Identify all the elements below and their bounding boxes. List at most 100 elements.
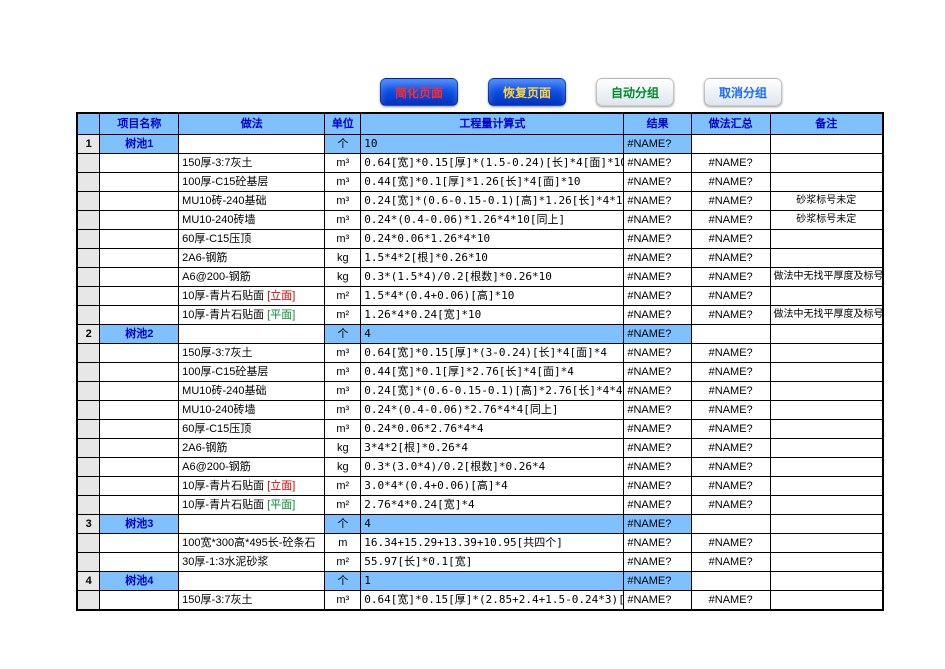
rownum-cell[interactable] (78, 553, 100, 572)
name-cell[interactable] (100, 173, 179, 192)
table-row[interactable]: 30厚-1:3水泥砂浆m²55.97[长]*0.1[宽]#NAME?#NAME? (78, 553, 883, 572)
note-cell[interactable] (770, 325, 882, 344)
name-cell[interactable] (100, 192, 179, 211)
formula-cell[interactable]: 0.24[宽]*(0.6-0.15-0.1)[高]*2.76[长]*4*4[个] (361, 382, 624, 401)
unit-cell[interactable]: kg (325, 439, 361, 458)
summary-cell[interactable]: #NAME? (691, 496, 770, 515)
unit-cell[interactable]: m³ (325, 382, 361, 401)
formula-cell[interactable]: 0.3*(3.0*4)/0.2[根数]*0.26*4 (361, 458, 624, 477)
restore-page-button[interactable]: 恢复页面 (488, 78, 566, 106)
result-cell[interactable]: #NAME? (624, 192, 691, 211)
unit-cell[interactable]: m² (325, 306, 361, 325)
table-row[interactable]: A6@200-钢筋kg0.3*(3.0*4)/0.2[根数]*0.26*4#NA… (78, 458, 883, 477)
unit-cell[interactable]: m³ (325, 211, 361, 230)
method-cell[interactable]: 150厚-3:7灰土 (179, 154, 325, 173)
name-cell[interactable] (100, 458, 179, 477)
summary-cell[interactable]: #NAME? (691, 249, 770, 268)
result-cell[interactable]: #NAME? (624, 325, 691, 344)
method-cell[interactable]: 2A6-钢筋 (179, 439, 325, 458)
method-cell[interactable]: MU10砖-240基础 (179, 192, 325, 211)
rownum-cell[interactable] (78, 306, 100, 325)
summary-cell[interactable]: #NAME? (691, 287, 770, 306)
note-cell[interactable]: 砂浆标号未定 (770, 192, 882, 211)
formula-cell[interactable]: 0.24*0.06*2.76*4*4 (361, 420, 624, 439)
name-cell[interactable]: 树池1 (100, 135, 179, 154)
result-cell[interactable]: #NAME? (624, 135, 691, 154)
method-cell[interactable]: A6@200-钢筋 (179, 458, 325, 477)
name-cell[interactable] (100, 553, 179, 572)
result-cell[interactable]: #NAME? (624, 363, 691, 382)
name-cell[interactable]: 树池3 (100, 515, 179, 534)
method-cell[interactable]: 150厚-3:7灰土 (179, 591, 325, 610)
method-cell[interactable]: A6@200-钢筋 (179, 268, 325, 287)
method-cell[interactable]: 10厚-青片石贴面 [立面] (179, 477, 325, 496)
note-cell[interactable] (770, 230, 882, 249)
unit-cell[interactable]: m³ (325, 420, 361, 439)
result-cell[interactable]: #NAME? (624, 420, 691, 439)
table-row[interactable]: 150厚-3:7灰土m³0.64[宽]*0.15[厚]*(3-0.24)[长]*… (78, 344, 883, 363)
summary-cell[interactable]: #NAME? (691, 477, 770, 496)
table-row[interactable]: 10厚-青片石贴面 [立面]m²1.5*4*(0.4+0.06)[高]*10#N… (78, 287, 883, 306)
table-row[interactable]: A6@200-钢筋kg0.3*(1.5*4)/0.2[根数]*0.26*10#N… (78, 268, 883, 287)
summary-cell[interactable]: #NAME? (691, 382, 770, 401)
rownum-cell[interactable] (78, 477, 100, 496)
note-cell[interactable] (770, 154, 882, 173)
unit-cell[interactable]: m³ (325, 591, 361, 610)
unit-cell[interactable]: m² (325, 477, 361, 496)
result-cell[interactable]: #NAME? (624, 401, 691, 420)
note-cell[interactable] (770, 344, 882, 363)
note-cell[interactable] (770, 591, 882, 610)
name-cell[interactable] (100, 287, 179, 306)
summary-cell[interactable] (691, 135, 770, 154)
name-cell[interactable] (100, 249, 179, 268)
name-cell[interactable] (100, 344, 179, 363)
unit-cell[interactable]: m³ (325, 154, 361, 173)
note-cell[interactable] (770, 439, 882, 458)
note-cell[interactable] (770, 382, 882, 401)
result-cell[interactable]: #NAME? (624, 154, 691, 173)
table-row[interactable]: 150厚-3:7灰土m³0.64[宽]*0.15[厚]*(1.5-0.24)[长… (78, 154, 883, 173)
summary-cell[interactable]: #NAME? (691, 192, 770, 211)
unit-cell[interactable]: m³ (325, 401, 361, 420)
table-row[interactable]: 100厚-C15砼基层m³0.44[宽]*0.1[厚]*2.76[长]*4[面]… (78, 363, 883, 382)
formula-cell[interactable]: 1.5*4*2[根]*0.26*10 (361, 249, 624, 268)
result-cell[interactable]: #NAME? (624, 439, 691, 458)
formula-cell[interactable]: 0.44[宽]*0.1[厚]*2.76[长]*4[面]*4 (361, 363, 624, 382)
unit-cell[interactable]: 个 (325, 572, 361, 591)
unit-cell[interactable]: m² (325, 287, 361, 306)
method-cell[interactable]: 10厚-青片石贴面 [平面] (179, 496, 325, 515)
result-cell[interactable]: #NAME? (624, 382, 691, 401)
summary-cell[interactable]: #NAME? (691, 268, 770, 287)
summary-cell[interactable] (691, 572, 770, 591)
result-cell[interactable]: #NAME? (624, 553, 691, 572)
unit-cell[interactable]: kg (325, 268, 361, 287)
method-cell[interactable] (179, 572, 325, 591)
unit-cell[interactable]: m³ (325, 173, 361, 192)
note-cell[interactable] (770, 401, 882, 420)
method-cell[interactable]: 60厚-C15压顶 (179, 420, 325, 439)
note-cell[interactable] (770, 135, 882, 154)
method-cell[interactable]: 100厚-C15砼基层 (179, 173, 325, 192)
summary-cell[interactable]: #NAME? (691, 344, 770, 363)
method-cell[interactable]: 100厚-C15砼基层 (179, 363, 325, 382)
method-cell[interactable]: 10厚-青片石贴面 [平面] (179, 306, 325, 325)
result-cell[interactable]: #NAME? (624, 344, 691, 363)
table-row[interactable]: MU10-240砖墙m³0.24*(0.4-0.06)*2.76*4*4[同上]… (78, 401, 883, 420)
method-cell[interactable]: MU10-240砖墙 (179, 211, 325, 230)
cancel-group-button[interactable]: 取消分组 (704, 78, 782, 106)
formula-cell[interactable]: 1 (361, 572, 624, 591)
formula-cell[interactable]: 1.26*4*0.24[宽]*10 (361, 306, 624, 325)
name-cell[interactable] (100, 401, 179, 420)
method-cell[interactable]: MU10砖-240基础 (179, 382, 325, 401)
note-cell[interactable]: 做法中无找平厚度及标号 (770, 306, 882, 325)
unit-cell[interactable]: m³ (325, 344, 361, 363)
rownum-cell[interactable]: 3 (78, 515, 100, 534)
rownum-cell[interactable] (78, 401, 100, 420)
unit-cell[interactable]: 个 (325, 135, 361, 154)
formula-cell[interactable]: 1.5*4*(0.4+0.06)[高]*10 (361, 287, 624, 306)
result-cell[interactable]: #NAME? (624, 211, 691, 230)
note-cell[interactable] (770, 553, 882, 572)
unit-cell[interactable]: m³ (325, 192, 361, 211)
summary-cell[interactable] (691, 325, 770, 344)
result-cell[interactable]: #NAME? (624, 249, 691, 268)
